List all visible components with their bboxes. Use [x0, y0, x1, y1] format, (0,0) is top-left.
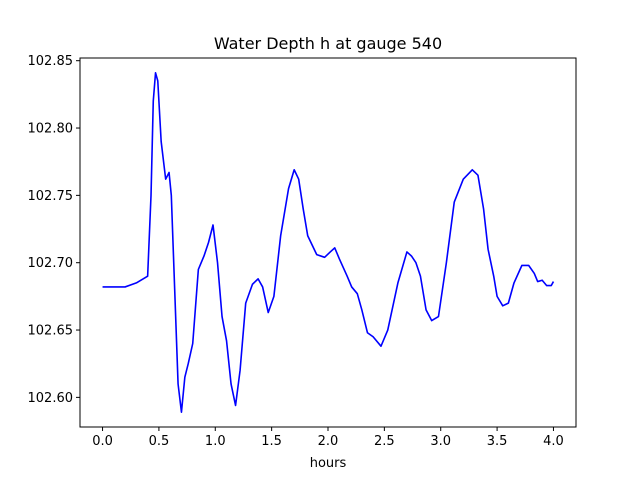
x-tick-label: 1.5: [261, 434, 282, 449]
chart-title: Water Depth h at gauge 540: [214, 34, 442, 53]
x-tick-label: 3.5: [487, 434, 508, 449]
plot-area: [102, 72, 555, 413]
axes: 0.0 0.5 1.0 1.5 2.0 2.5 3.0 3.5 4.0 102.60 102.65 1…: [28, 54, 577, 449]
y-tick-label: 102.60: [28, 391, 74, 406]
plot-frame: [79, 57, 577, 428]
x-tick-label: 3.0: [430, 434, 451, 449]
y-tick-label: 102.85: [28, 54, 74, 69]
x-axis-title: hours: [310, 456, 347, 471]
x-tick-label: 0.5: [149, 434, 170, 449]
y-tick-label: 102.65: [28, 324, 74, 339]
x-tick-label: 2.5: [374, 434, 395, 449]
x-tick-label: 2.0: [318, 434, 339, 449]
y-tick-label: 102.70: [28, 256, 74, 271]
x-tick-label: 0.0: [92, 434, 113, 449]
series-line-0: [102, 72, 555, 413]
x-tick-label: 1.0: [205, 434, 226, 449]
y-tick-label: 102.75: [28, 189, 74, 204]
y-tick-label: 102.80: [28, 122, 74, 137]
x-tick-label: 4.0: [543, 434, 564, 449]
